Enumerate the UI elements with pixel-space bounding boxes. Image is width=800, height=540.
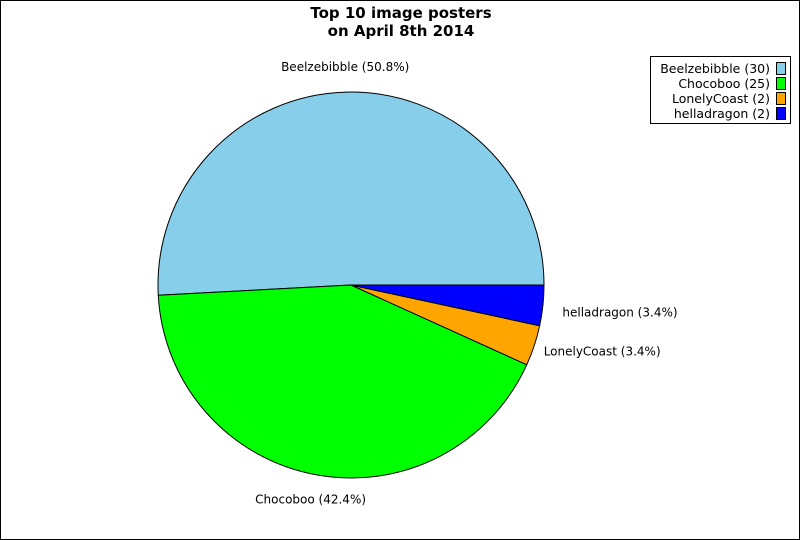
pie-slice-beelzebibble	[157, 91, 545, 296]
legend-swatch	[776, 76, 786, 90]
slice-label-helladragon: helladragon (3.4%)	[562, 306, 677, 320]
legend-label: Chocoboo (25)	[678, 75, 770, 91]
chart-title-line-1: Top 10 image posters	[310, 4, 492, 22]
slice-label-beelzebibble: Beelzebibble (50.8%)	[281, 60, 409, 74]
legend-label: helladragon (2)	[673, 105, 770, 121]
legend-swatch	[776, 61, 786, 75]
slice-label-lonelycoast: LonelyCoast (3.4%)	[544, 344, 661, 358]
pie-slice-helladragon	[350, 284, 545, 327]
legend-label: Beelzebibble (30)	[660, 60, 770, 76]
legend-item-helladragon: helladragon (2)	[674, 105, 786, 121]
chart-title-line-2: on April 8th 2014	[327, 22, 475, 40]
chart-title: Top 10 image posters on April 8th 2014	[1, 4, 800, 40]
legend-item-lonelycoast: LonelyCoast (2)	[672, 90, 786, 106]
chart-legend: Beelzebibble (30) Chocoboo (25) LonelyCoas…	[650, 56, 791, 124]
legend-item-chocoboo: Chocoboo (25)	[678, 75, 786, 91]
legend-swatch	[776, 106, 786, 120]
legend-item-beelzebibble: Beelzebibble (30)	[660, 60, 786, 76]
slice-label-chocoboo: Chocoboo (42.4%)	[255, 492, 366, 506]
legend-swatch	[776, 91, 786, 105]
pie-slice-chocoboo	[157, 284, 528, 479]
legend-label: LonelyCoast (2)	[671, 90, 770, 106]
